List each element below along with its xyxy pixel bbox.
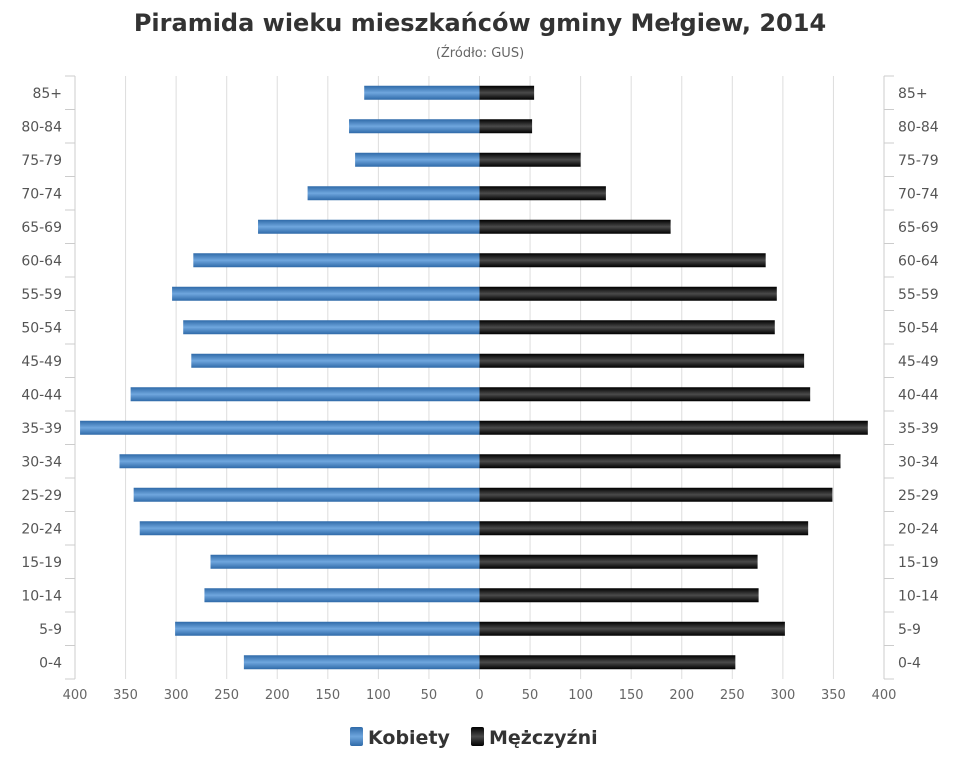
legend-item-mezczyzni[interactable]: Mężczyźni: [471, 727, 598, 749]
x-tick-label: 200: [669, 688, 694, 703]
y-label-left: 20-24: [21, 521, 62, 537]
chart-subtitle: (Źródło: GUS): [436, 45, 524, 61]
legend: Kobiety Mężczyźni: [350, 727, 598, 749]
y-label-right: 55-59: [898, 287, 939, 303]
x-tick-label: 200: [265, 688, 290, 703]
y-label-left: 15-19: [21, 555, 62, 571]
bar-mezczyzni: [479, 521, 809, 536]
y-label-left: 80-84: [21, 119, 62, 135]
bar-kobiety: [139, 521, 480, 536]
y-label-right: 70-74: [898, 186, 939, 202]
y-label-left: 50-54: [21, 320, 62, 336]
x-tick-label: 250: [720, 688, 745, 703]
y-label-left: 25-29: [21, 488, 62, 504]
y-label-right: 45-49: [898, 354, 939, 370]
bar-mezczyzni: [479, 219, 671, 234]
y-label-left: 35-39: [21, 421, 62, 437]
bar-kobiety: [172, 286, 480, 301]
x-tick-label: 400: [872, 688, 897, 703]
y-label-right: 15-19: [898, 555, 939, 571]
y-label-left: 70-74: [21, 186, 62, 202]
y-label-right: 75-79: [898, 153, 939, 169]
bar-kobiety: [364, 85, 480, 100]
x-tick-label: 100: [366, 688, 391, 703]
y-label-right: 80-84: [898, 119, 939, 135]
bar-mezczyzni: [479, 588, 759, 603]
x-tick-label: 50: [421, 688, 438, 703]
x-tick-label: 250: [214, 688, 239, 703]
y-label-right: 50-54: [898, 320, 939, 336]
y-label-right: 60-64: [898, 253, 939, 269]
bar-kobiety: [307, 186, 480, 201]
chart-title: Piramida wieku mieszkańców gminy Mełgiew…: [134, 9, 826, 37]
y-label-left: 0-4: [39, 655, 62, 671]
bar-mezczyzni: [479, 186, 606, 201]
y-label-right: 35-39: [898, 421, 939, 437]
y-label-right: 20-24: [898, 521, 939, 537]
y-label-right: 65-69: [898, 220, 939, 236]
bar-mezczyzni: [479, 152, 581, 167]
bar-mezczyzni: [479, 420, 868, 435]
y-label-left: 75-79: [21, 153, 62, 169]
x-tick-label: 350: [821, 688, 846, 703]
bar-kobiety: [243, 655, 480, 670]
bar-kobiety: [210, 554, 480, 569]
bar-mezczyzni: [479, 387, 811, 402]
bar-kobiety: [258, 219, 480, 234]
x-tick-label: 400: [63, 688, 88, 703]
bar-mezczyzni: [479, 85, 535, 100]
bar-kobiety: [191, 353, 480, 368]
x-tick-label: 100: [568, 688, 593, 703]
x-tick-label: 0: [475, 688, 483, 703]
bar-kobiety: [355, 152, 480, 167]
bar-mezczyzni: [479, 353, 805, 368]
y-label-left: 5-9: [39, 622, 62, 638]
bar-mezczyzni: [479, 454, 841, 469]
y-label-right: 25-29: [898, 488, 939, 504]
bar-kobiety: [80, 420, 480, 435]
y-label-left: 45-49: [21, 354, 62, 370]
bar-mezczyzni: [479, 554, 758, 569]
x-tick-label: 350: [113, 688, 138, 703]
bar-mezczyzni: [479, 487, 833, 502]
y-label-right: 0-4: [898, 655, 921, 671]
y-label-left: 85+: [32, 86, 62, 102]
x-tick-label: 300: [770, 688, 795, 703]
legend-item-kobiety[interactable]: Kobiety: [350, 727, 451, 749]
bar-mezczyzni: [479, 253, 766, 268]
legend-label-mezczyzni: Mężczyźni: [489, 727, 598, 749]
bar-kobiety: [175, 621, 480, 636]
y-label-right: 40-44: [898, 387, 939, 403]
x-tick-label: 300: [164, 688, 189, 703]
x-tick-label: 150: [619, 688, 644, 703]
bar-kobiety: [193, 253, 480, 268]
bar-mezczyzni: [479, 286, 777, 301]
y-label-right: 30-34: [898, 454, 939, 470]
bar-mezczyzni: [479, 655, 736, 670]
bar-kobiety: [349, 119, 480, 134]
legend-swatch-kobiety: [350, 727, 363, 746]
y-label-right: 10-14: [898, 588, 939, 604]
y-label-right: 85+: [898, 86, 928, 102]
bar-mezczyzni: [479, 320, 775, 335]
bar-kobiety: [204, 588, 480, 603]
bar-kobiety: [130, 387, 480, 402]
y-label-left: 65-69: [21, 220, 62, 236]
y-label-left: 10-14: [21, 588, 62, 604]
bar-kobiety: [119, 454, 480, 469]
legend-label-kobiety: Kobiety: [368, 727, 451, 749]
bar-mezczyzni: [479, 621, 785, 636]
y-label-left: 60-64: [21, 253, 62, 269]
y-label-right: 5-9: [898, 622, 921, 638]
bar-mezczyzni: [479, 119, 533, 134]
x-tick-label: 50: [522, 688, 539, 703]
y-label-left: 40-44: [21, 387, 62, 403]
y-label-left: 55-59: [21, 287, 62, 303]
bar-kobiety: [133, 487, 480, 502]
legend-swatch-mezczyzni: [471, 727, 484, 746]
bar-kobiety: [183, 320, 480, 335]
y-label-left: 30-34: [21, 454, 62, 470]
x-tick-label: 150: [315, 688, 340, 703]
